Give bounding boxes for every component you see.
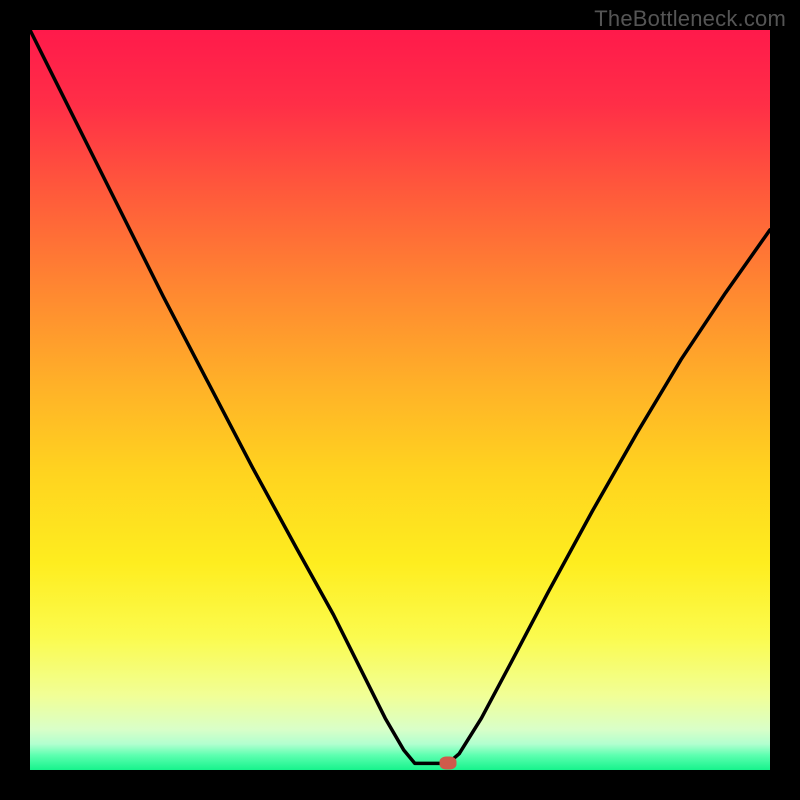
watermark-text: TheBottleneck.com	[594, 6, 786, 32]
chart-container: TheBottleneck.com	[0, 0, 800, 800]
bottleneck-curve	[30, 30, 770, 770]
plot-area	[30, 30, 770, 770]
optimal-point-marker	[440, 757, 457, 770]
